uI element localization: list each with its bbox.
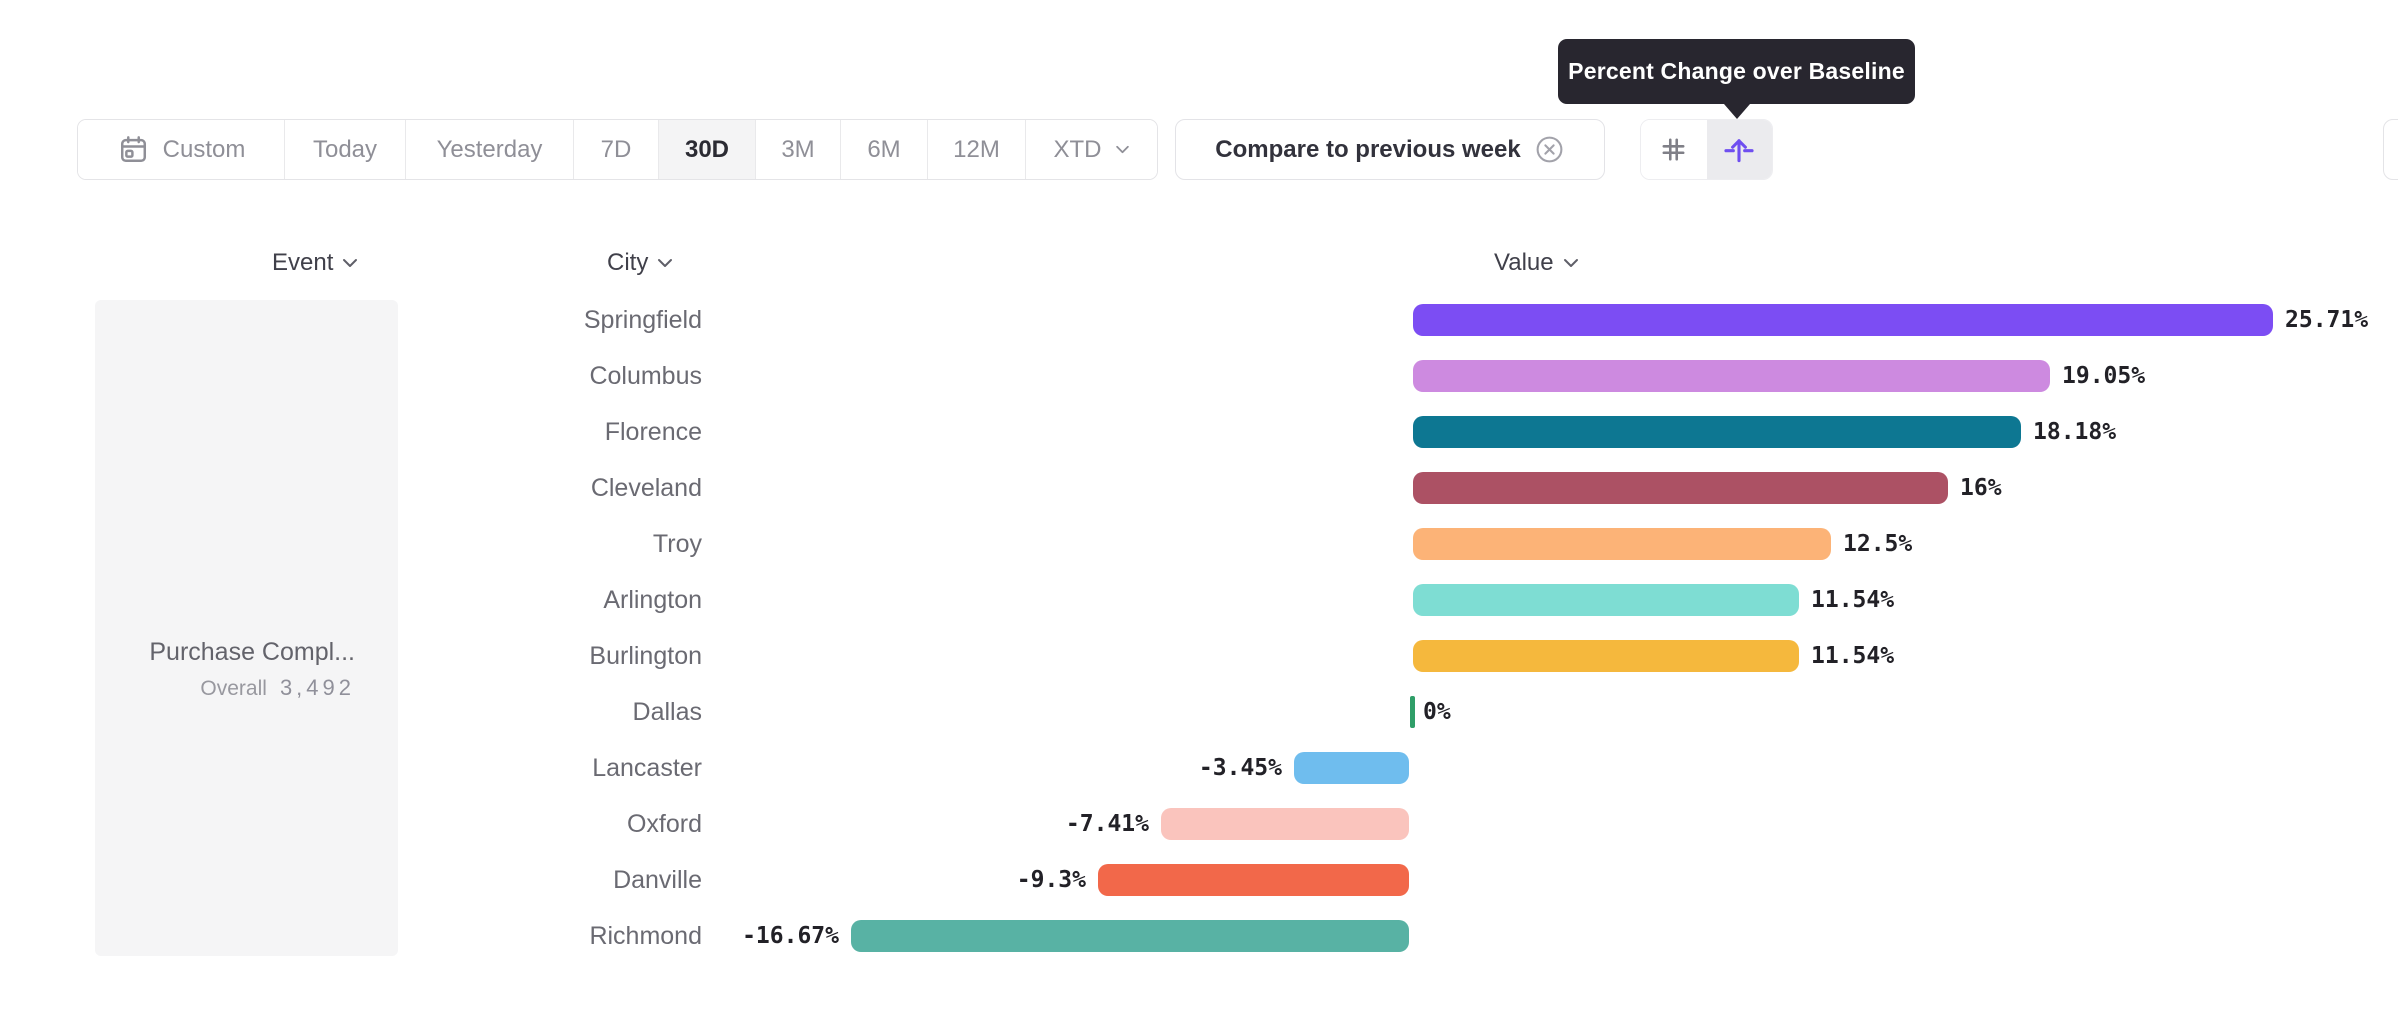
city-label: Cleveland	[590, 474, 702, 502]
city-column-header[interactable]: City	[607, 248, 673, 278]
chevron-down-icon	[1563, 258, 1579, 268]
bar-troy[interactable]	[1413, 528, 1831, 560]
date-range-xtd-button[interactable]: XTD	[1026, 120, 1157, 179]
chart-row: Dallas 0%	[0, 684, 2398, 740]
value-column-label: Value	[1494, 249, 1554, 276]
chart-row: Arlington 11.54%	[0, 572, 2398, 628]
percent-change-view-button[interactable]	[1706, 120, 1772, 179]
date-range-label: 12M	[953, 135, 1000, 163]
bar-value-label: 11.54%	[1811, 643, 1895, 669]
date-range-today-button[interactable]: Today	[285, 120, 406, 179]
date-range-yesterday-button[interactable]: Yesterday	[406, 120, 574, 179]
partially-visible-button[interactable]	[2383, 119, 2398, 180]
city-label: Lancaster	[592, 754, 702, 782]
tooltip: Percent Change over Baseline	[1558, 39, 1915, 119]
city-label: Oxford	[626, 810, 702, 838]
city-label: Dallas	[632, 698, 702, 726]
bar-value-label: 12.5%	[1843, 531, 1913, 557]
date-range-label: 6M	[867, 135, 901, 163]
city-label: Columbus	[589, 362, 702, 390]
chevron-down-icon	[1115, 145, 1130, 154]
bar-value-label: 16%	[1960, 475, 2002, 501]
bar-springfield[interactable]	[1413, 304, 2273, 336]
value-column-header[interactable]: Value	[1494, 248, 1579, 278]
city-label: Burlington	[589, 642, 702, 670]
bar-florence[interactable]	[1413, 416, 2021, 448]
bar-value-label: 11.54%	[1811, 587, 1895, 613]
event-count: 3,492	[279, 675, 355, 700]
chart-row: Lancaster -3.45%	[0, 740, 2398, 796]
chart-row: Columbus 19.05%	[0, 348, 2398, 404]
date-range-7d-button[interactable]: 7D	[574, 120, 659, 179]
event-meta: Overall 3,492	[200, 675, 355, 701]
percent-change-icon	[1722, 133, 1756, 167]
chart-row: Danville -9.3%	[0, 852, 2398, 908]
chart-row: Florence 18.18%	[0, 404, 2398, 460]
remove-filter-icon[interactable]	[1534, 134, 1565, 165]
tooltip-arrow	[1723, 104, 1750, 119]
event-segment-label: Overall	[200, 677, 267, 700]
city-label: Troy	[652, 530, 702, 558]
city-label: Arlington	[603, 586, 702, 614]
date-range-6m-button[interactable]: 6M	[841, 120, 928, 179]
city-label: Richmond	[589, 922, 702, 950]
date-range-label: Today	[312, 135, 378, 163]
value-display-toggle	[1640, 119, 1773, 180]
date-range-12m-button[interactable]: 12M	[928, 120, 1026, 179]
chevron-down-icon	[657, 258, 673, 268]
date-range-custom-button[interactable]: Custom	[78, 120, 285, 179]
chart-row: Burlington 11.54%	[0, 628, 2398, 684]
chart-row: Springfield 25.71%	[0, 292, 2398, 348]
bar-value-label: 0%	[1423, 699, 1451, 725]
compare-filter-button[interactable]: Compare to previous week	[1175, 119, 1605, 180]
bar-cleveland[interactable]	[1413, 472, 1948, 504]
bar-arlington[interactable]	[1413, 584, 1799, 616]
hash-icon	[1658, 134, 1689, 165]
date-range-label: 3M	[781, 135, 815, 163]
chart-row: Troy 12.5%	[0, 516, 2398, 572]
bar-oxford[interactable]	[1161, 808, 1409, 840]
date-range-picker: Custom Today Yesterday 7D 30D 3M 6M 12M XTD	[77, 119, 1158, 180]
event-column-header[interactable]: Event	[272, 248, 358, 278]
bar-lancaster[interactable]	[1294, 752, 1409, 784]
bar-columbus[interactable]	[1413, 360, 2050, 392]
chart-row: Cleveland 16%	[0, 460, 2398, 516]
date-range-label: Yesterday	[436, 135, 543, 163]
event-name: Purchase Compl...	[149, 638, 355, 666]
event-card[interactable]: Purchase Compl... Overall 3,492	[95, 300, 398, 956]
date-range-label: 30D	[684, 135, 730, 163]
bar-dallas[interactable]	[1410, 696, 1415, 728]
bar-value-label: -9.3%	[1016, 867, 1086, 893]
event-column-label: Event	[272, 249, 334, 276]
date-range-3m-button[interactable]: 3M	[756, 120, 841, 179]
bar-value-label: -16.67%	[742, 923, 839, 949]
bar-value-label: -3.45%	[1198, 755, 1282, 781]
bar-danville[interactable]	[1098, 864, 1409, 896]
city-label: Springfield	[583, 306, 702, 334]
tooltip-text: Percent Change over Baseline	[1568, 58, 1905, 84]
date-range-label: XTD	[1053, 135, 1102, 163]
date-range-label: Custom	[162, 135, 246, 163]
city-column-label: City	[607, 249, 649, 276]
date-range-30d-button[interactable]: 30D	[659, 120, 756, 179]
chevron-down-icon	[342, 258, 358, 268]
bar-value-label: 19.05%	[2062, 363, 2146, 389]
compare-filter-label: Compare to previous week	[1215, 135, 1521, 163]
city-label: Danville	[613, 866, 702, 894]
chart-row: Richmond -16.67%	[0, 908, 2398, 964]
bar-burlington[interactable]	[1413, 640, 1799, 672]
bar-richmond[interactable]	[851, 920, 1409, 952]
chart-row: Oxford -7.41%	[0, 796, 2398, 852]
date-range-label: 7D	[600, 135, 632, 163]
bar-value-label: 25.71%	[2285, 307, 2369, 333]
bar-value-label: 18.18%	[2033, 419, 2117, 445]
calendar-icon	[117, 133, 150, 166]
numbers-view-button[interactable]	[1641, 120, 1707, 179]
bar-value-label: -7.41%	[1065, 811, 1149, 837]
city-label: Florence	[604, 418, 702, 446]
